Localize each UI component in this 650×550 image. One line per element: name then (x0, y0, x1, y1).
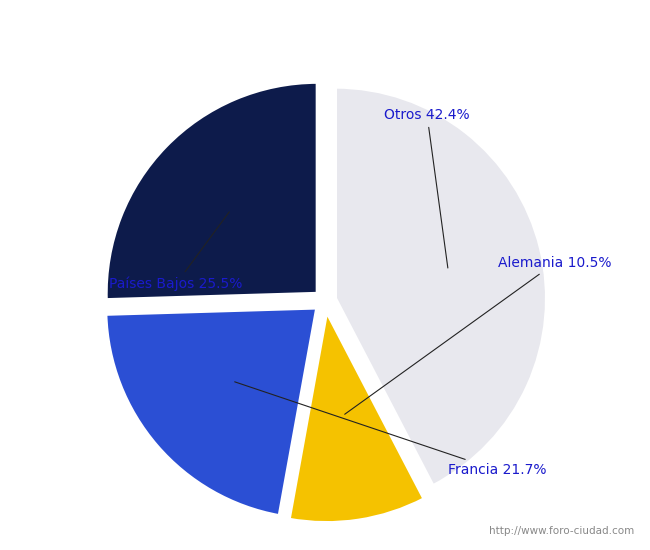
Text: Francia 21.7%: Francia 21.7% (235, 382, 546, 477)
Text: Países Bajos 25.5%: Países Bajos 25.5% (109, 212, 242, 292)
Wedge shape (106, 308, 317, 516)
Wedge shape (289, 311, 424, 523)
Wedge shape (335, 87, 547, 486)
Text: Alemania 10.5%: Alemania 10.5% (344, 256, 612, 414)
Text: Otros 42.4%: Otros 42.4% (384, 108, 470, 268)
Text: http://www.foro-ciudad.com: http://www.foro-ciudad.com (489, 526, 634, 536)
Wedge shape (106, 82, 317, 300)
Text: Azuaga - Turistas extranjeros según país - Octubre de 2024: Azuaga - Turistas extranjeros según país… (57, 20, 593, 38)
